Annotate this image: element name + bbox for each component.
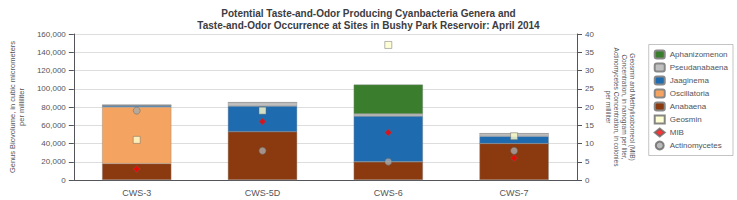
svg-text:per milliliter: per milliliter [604,91,612,125]
svg-text:CWS-5D: CWS-5D [245,188,281,198]
svg-text:0: 0 [585,176,590,185]
svg-text:10: 10 [585,139,594,148]
svg-text:20,000: 20,000 [41,157,66,166]
svg-text:20: 20 [585,103,594,112]
svg-text:40: 40 [585,30,594,39]
svg-text:Concentration, in nanogram per: Concentration, in nanogram per liter, [620,54,628,159]
svg-text:Anabaena: Anabaena [670,102,707,111]
svg-text:per milliliter: per milliliter [17,88,26,126]
svg-text:25: 25 [585,84,594,93]
svg-text:Actinomycetes Concentration, i: Actinomycetes Concentration, in colonies [612,48,620,168]
svg-text:40,000: 40,000 [41,139,66,148]
svg-text:MIB: MIB [670,128,684,137]
svg-text:120,000: 120,000 [37,66,66,75]
svg-text:5: 5 [585,157,590,166]
svg-text:60,000: 60,000 [41,121,66,130]
svg-text:CWS-7: CWS-7 [500,188,529,198]
svg-text:0: 0 [61,176,66,185]
svg-text:Geosmin: Geosmin [670,115,702,124]
svg-text:Pseudanabaena: Pseudanabaena [670,63,729,72]
svg-text:Jaaginema: Jaaginema [670,76,710,85]
svg-text:Oscillatoria: Oscillatoria [670,89,710,98]
svg-text:CWS-3: CWS-3 [122,188,151,198]
svg-text:Aphanizomenon: Aphanizomenon [670,50,728,59]
svg-text:Genus Biovolume, in cubic micr: Genus Biovolume, in cubic micrometers [8,41,17,173]
svg-text:Potential Taste-and-Odor Produ: Potential Taste-and-Odor Producing Cyanb… [221,8,515,19]
svg-text:15: 15 [585,121,594,130]
svg-text:80,000: 80,000 [41,103,66,112]
svg-text:30: 30 [585,66,594,75]
svg-text:Actinomycetes: Actinomycetes [670,141,722,150]
svg-text:35: 35 [585,48,594,57]
svg-text:Geosmin and Methylisoborneol (: Geosmin and Methylisoborneol (MIB) [628,53,636,160]
svg-text:140,000: 140,000 [37,48,66,57]
svg-text:100,000: 100,000 [37,84,66,93]
svg-text:CWS-6: CWS-6 [374,188,403,198]
svg-text:160,000: 160,000 [37,30,66,39]
svg-text:Taste-and-Odor Occurrence at S: Taste-and-Odor Occurrence at Sites in Bu… [197,20,540,31]
